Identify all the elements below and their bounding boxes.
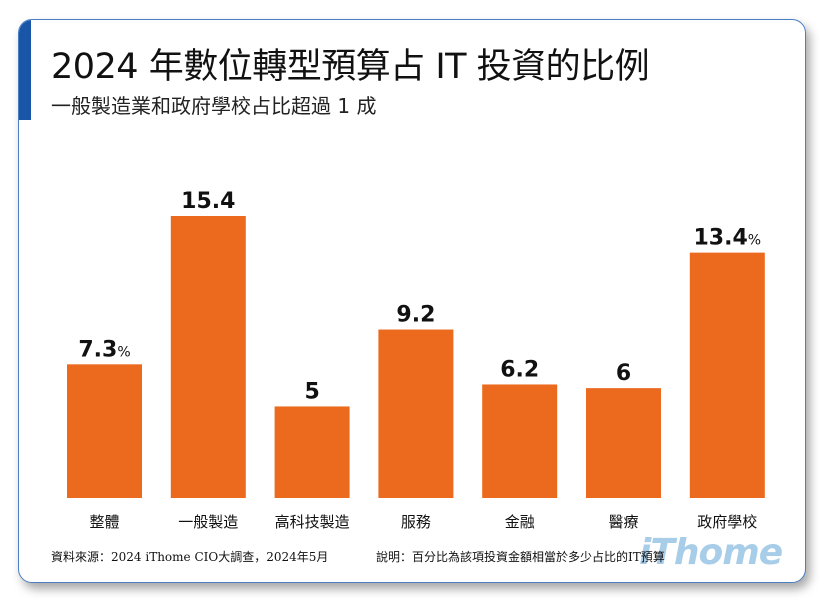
bar-1 [170, 216, 246, 498]
chart-title: 2024 年數位轉型預算占 IT 投資的比例 [51, 47, 650, 87]
ithome-logo: iThome [639, 532, 783, 573]
data-label-4: 6.2 [500, 357, 539, 382]
data-label-3: 9.2 [396, 303, 435, 328]
bar-5 [586, 388, 661, 498]
category-label-4: 金融 [505, 513, 535, 531]
data-label-2: 5 [304, 379, 319, 404]
bar-2 [274, 406, 350, 498]
bar-4 [482, 384, 558, 498]
bar-3 [378, 329, 454, 498]
chart-subtitle: 一般製造業和政府學校占比超過 1 成 [51, 94, 377, 118]
category-label-2: 高科技製造 [275, 513, 350, 531]
data-label-5: 6 [616, 361, 631, 386]
chart-card: 2024 年數位轉型預算占 IT 投資的比例 一般製造業和政府學校占比超過 1 … [18, 19, 806, 583]
title-accent-bar [19, 20, 31, 120]
data-label-1: 15.4 [181, 189, 235, 214]
data-label-0: 7.3% [78, 337, 130, 362]
category-label-3: 服務 [401, 513, 431, 531]
bar-chart: 7.3% 整體 15.4 一般製造 5 高科技製造 9.2 服務 6.2 金融 6 醫療 13.4% 政府… [67, 189, 765, 531]
data-label-6: 13.4% [694, 226, 762, 251]
category-label-6: 政府學校 [697, 513, 757, 531]
explanation-note: 說明：百分比為該項投資金額相當於多少占比的IT預算 [376, 550, 665, 564]
bar-6 [689, 252, 765, 498]
category-label-5: 醫療 [608, 513, 638, 531]
category-label-0: 整體 [89, 513, 119, 531]
category-label-1: 一般製造 [178, 513, 238, 531]
source-note: 資料來源：2024 iThome CIO大調查，2024年5月 [51, 550, 329, 564]
bar-0 [67, 364, 142, 498]
